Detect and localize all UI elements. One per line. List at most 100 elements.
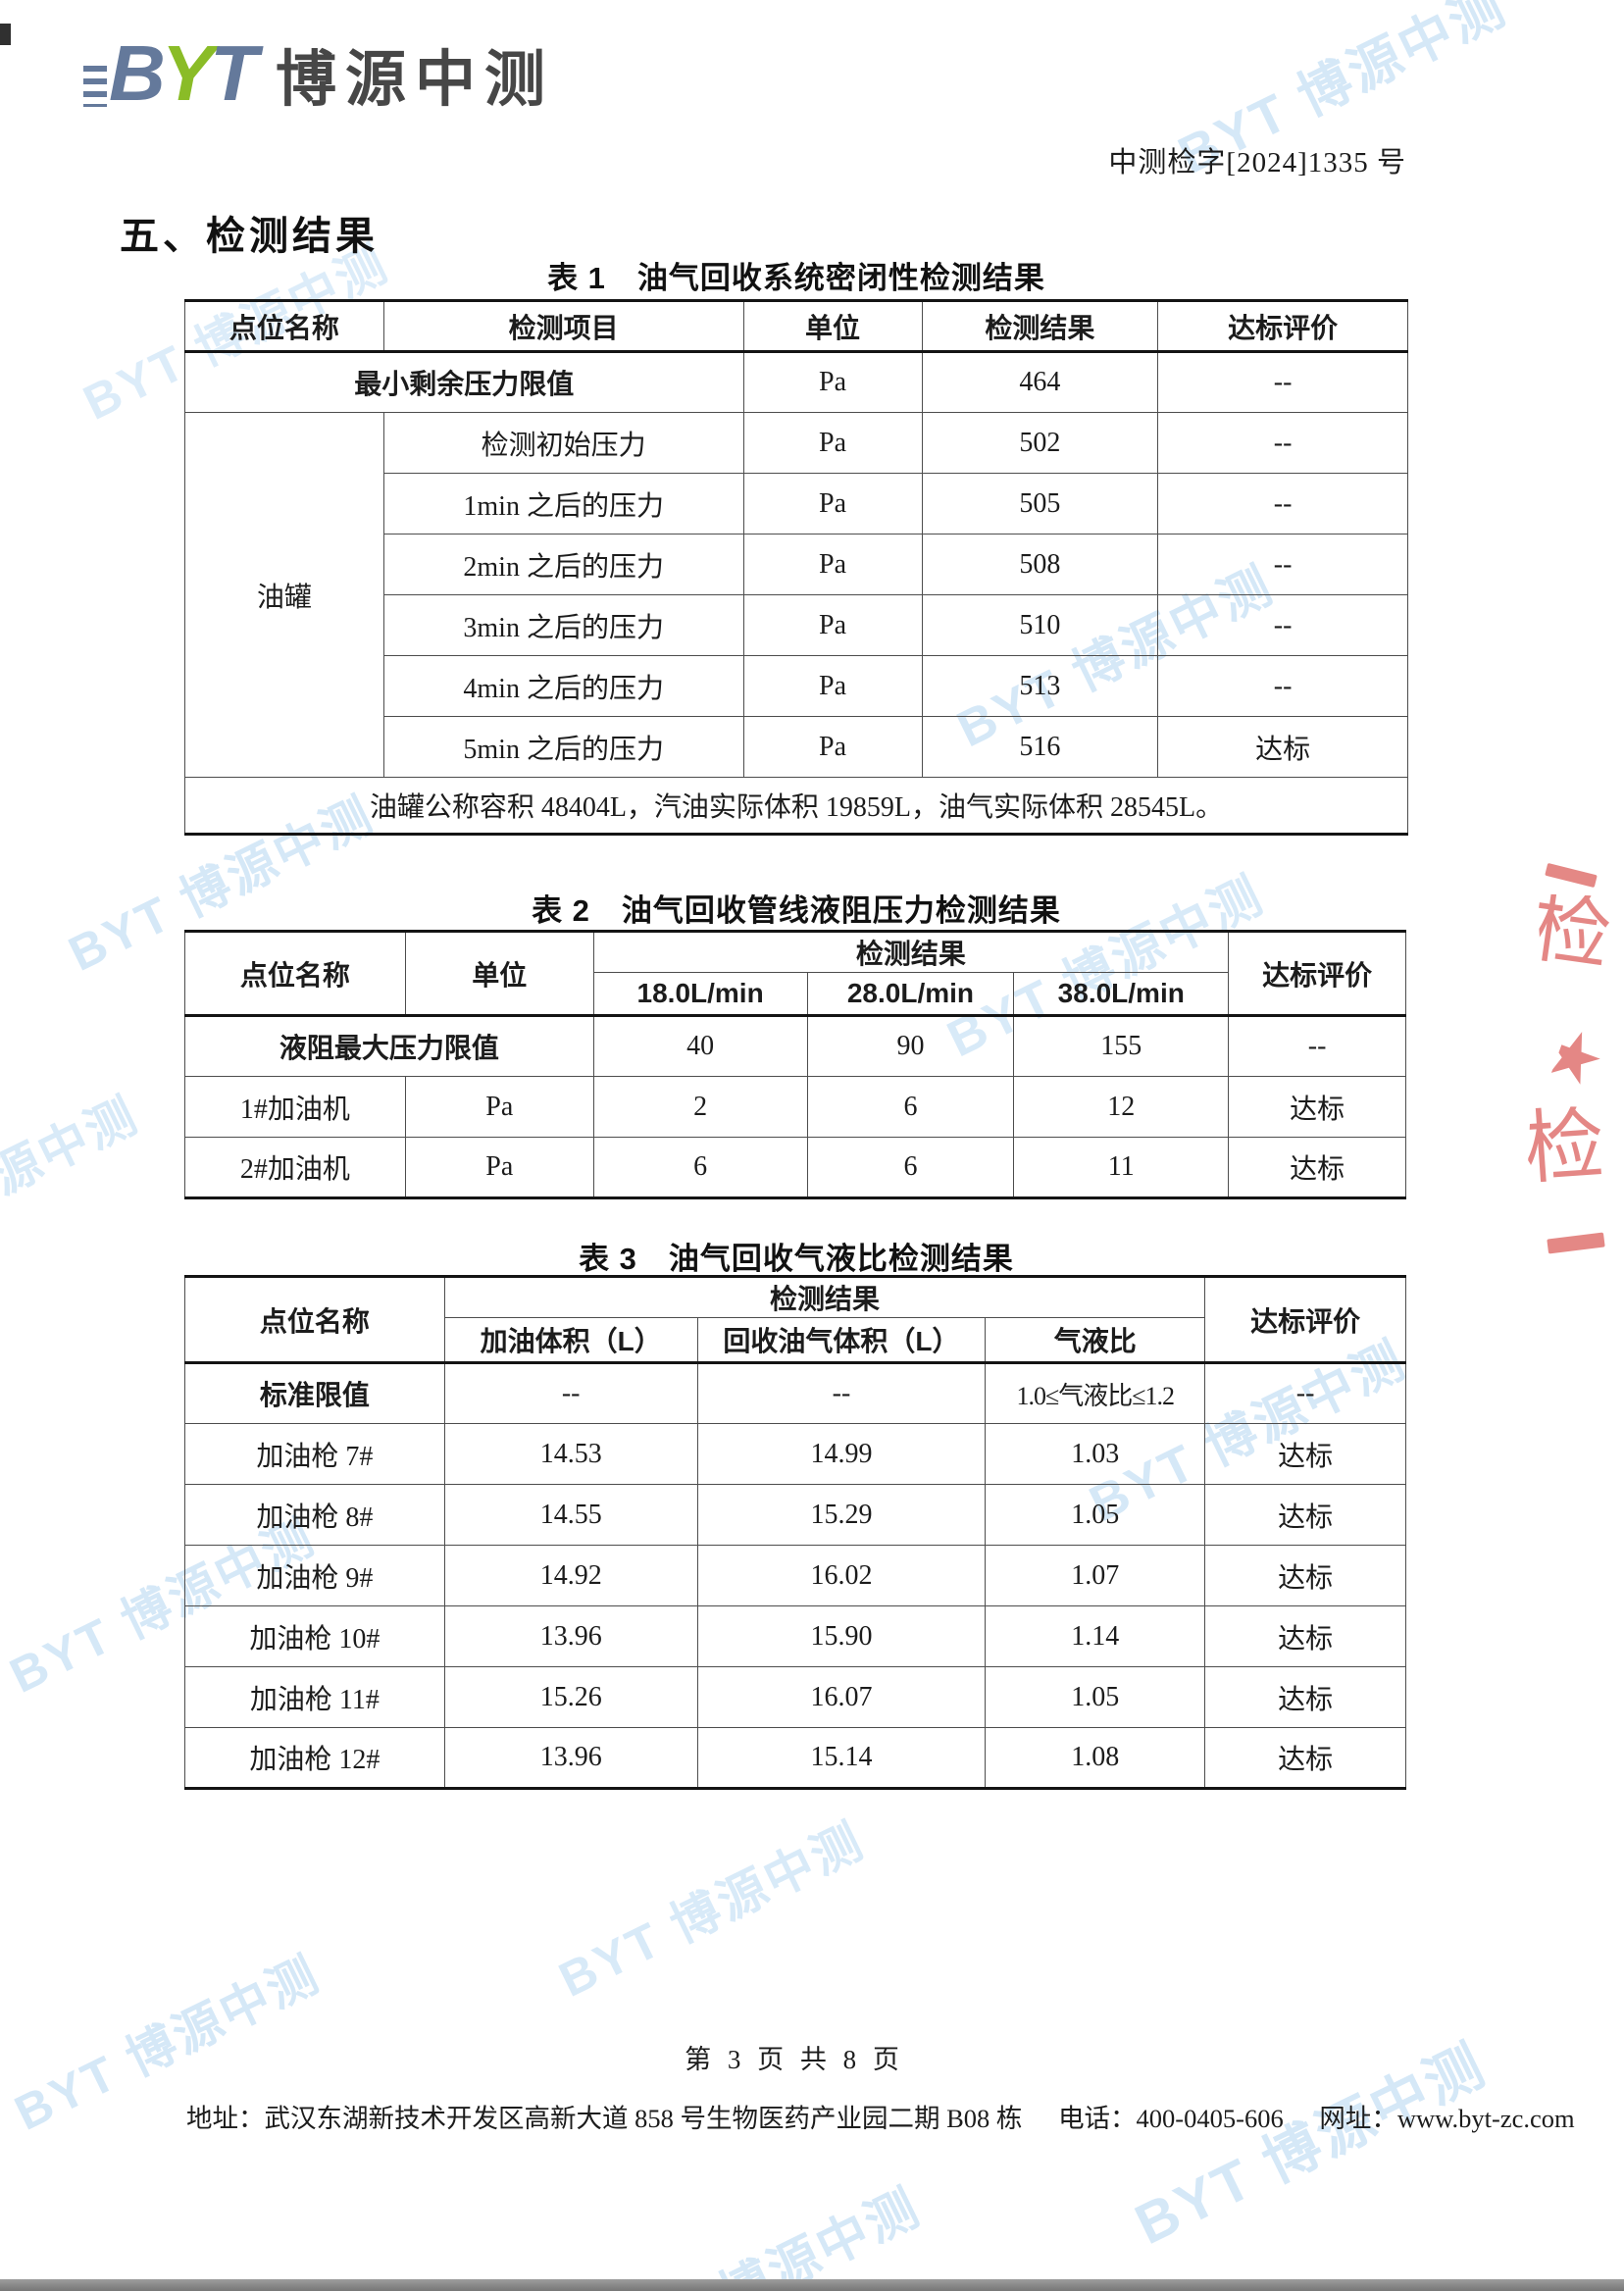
table-cell: 最小剩余压力限值 bbox=[184, 351, 744, 413]
table-cell: -- bbox=[1157, 534, 1408, 595]
table-row: 最小剩余压力限值 Pa 464 -- bbox=[184, 351, 1408, 413]
table-note: 油罐公称容积 48404L，汽油实际体积 19859L，油气实际体积 28545… bbox=[184, 777, 1408, 835]
table-cell: 1.08 bbox=[985, 1727, 1206, 1789]
table-row: 加油枪 8# 14.55 15.29 1.05 达标 bbox=[184, 1484, 1406, 1546]
header-cell: 单位 bbox=[742, 300, 923, 353]
table2-title: 表 2 油气回收管线液阻压力检测结果 bbox=[532, 893, 1061, 928]
seal-bracket-icon bbox=[1547, 1232, 1605, 1254]
table-cell: 达标 bbox=[1228, 1137, 1406, 1198]
table-cell: 15.90 bbox=[696, 1605, 987, 1667]
table-cell: 11 bbox=[1013, 1137, 1230, 1198]
table-cell: 5min 之后的压力 bbox=[382, 716, 744, 778]
table-cell: 4min 之后的压力 bbox=[382, 655, 744, 717]
header-cell: 点位名称 bbox=[184, 1276, 445, 1363]
header-cell: 气液比 bbox=[985, 1317, 1206, 1363]
seal-bracket-icon bbox=[1545, 862, 1598, 889]
table-cell: 464 bbox=[921, 351, 1159, 413]
table-cell: Pa bbox=[742, 351, 923, 413]
table-cell: 液阻最大压力限值 bbox=[184, 1014, 594, 1077]
table-cell: Pa bbox=[742, 473, 923, 535]
table-cell: 达标 bbox=[1228, 1076, 1406, 1138]
table-row: 2#加油机 Pa 6 6 11 达标 bbox=[184, 1137, 1406, 1198]
footer-address: 地址：武汉东湖新技术开发区高新大道 858 号生物医药产业园二期 B08 栋 bbox=[186, 2104, 1023, 2133]
table-cell: 达标 bbox=[1204, 1605, 1406, 1667]
table-cell: 加油枪 9# bbox=[184, 1545, 445, 1606]
table-row: 加油枪 12# 13.96 15.14 1.08 达标 bbox=[184, 1727, 1406, 1789]
table-cell: 加油枪 7# bbox=[184, 1423, 445, 1485]
table-row: 1min 之后的压力 Pa 505 -- bbox=[185, 473, 1408, 535]
table-cell: 油罐 bbox=[184, 412, 384, 778]
header-cell: 达标评价 bbox=[1204, 1276, 1406, 1363]
table-cell: 505 bbox=[921, 473, 1159, 535]
footer-website: 网址：www.byt-zc.com bbox=[1319, 2104, 1575, 2133]
table-cell: Pa bbox=[742, 655, 923, 717]
table-cell: Pa bbox=[742, 716, 923, 778]
table-row: 加油枪 11# 15.26 16.07 1.05 达标 bbox=[184, 1666, 1406, 1728]
table3-title: 表 3 油气回收气液比检测结果 bbox=[579, 1242, 1014, 1276]
table-cell: 6 bbox=[806, 1137, 1015, 1198]
table-cell: 155 bbox=[1013, 1014, 1230, 1077]
footer-contact-line: 地址：武汉东湖新技术开发区高新大道 858 号生物医药产业园二期 B08 栋 电… bbox=[186, 2097, 1604, 2135]
table-cell: 15.26 bbox=[443, 1666, 698, 1728]
table-row: 液阻最大压力限值 40 90 155 -- bbox=[184, 1014, 1406, 1077]
logo-stripes-icon bbox=[83, 66, 107, 107]
header-cell: 28.0L/min bbox=[806, 972, 1015, 1016]
table-cell: 13.96 bbox=[443, 1605, 698, 1667]
seal-star-icon: ★ bbox=[1530, 1011, 1615, 1104]
table-cell: 检测初始压力 bbox=[382, 412, 744, 474]
scan-artifact bbox=[0, 24, 11, 45]
table-cell: 508 bbox=[921, 534, 1159, 595]
red-seal-partial: 检 ★ 检 bbox=[1518, 861, 1624, 1312]
table-row: 4min 之后的压力 Pa 513 -- bbox=[185, 655, 1408, 717]
header-cell: 点位名称 bbox=[184, 300, 384, 353]
table-cell: 6 bbox=[806, 1076, 1015, 1138]
section-title: 五、检测结果 bbox=[120, 215, 379, 258]
table-cell: 16.02 bbox=[696, 1545, 987, 1606]
table-cell: 1.0≤气液比≤1.2 bbox=[985, 1361, 1206, 1424]
table-row: 标准限值 -- -- 1.0≤气液比≤1.2 -- bbox=[184, 1361, 1406, 1424]
table-cell: Pa bbox=[742, 594, 923, 656]
table-cell: 达标 bbox=[1204, 1423, 1406, 1485]
footer-phone: 电话：400-0405-606 bbox=[1058, 2104, 1284, 2133]
header-cell: 38.0L/min bbox=[1013, 972, 1230, 1016]
table-cell: -- bbox=[1157, 655, 1408, 717]
table-cell: 达标 bbox=[1157, 716, 1408, 778]
table1-title: 表 1 油气回收系统密闭性检测结果 bbox=[547, 261, 1045, 295]
table-cell: -- bbox=[1228, 1014, 1406, 1077]
table-cell: Pa bbox=[742, 412, 923, 474]
table-cell: 14.53 bbox=[443, 1423, 698, 1485]
table-cell: 14.99 bbox=[696, 1423, 987, 1485]
table-cell: 1min 之后的压力 bbox=[382, 473, 744, 535]
table-cell: 12 bbox=[1013, 1076, 1230, 1138]
table-cell: -- bbox=[1157, 351, 1408, 413]
scan-edge-bar bbox=[0, 2279, 1624, 2291]
table-note-row: 油罐公称容积 48404L，汽油实际体积 19859L，油气实际体积 28545… bbox=[184, 777, 1408, 835]
table-cell: 90 bbox=[806, 1014, 1015, 1077]
table-cell: 14.92 bbox=[443, 1545, 698, 1606]
table-cell: -- bbox=[1157, 412, 1408, 474]
table-cell: Pa bbox=[404, 1076, 594, 1138]
table-cell: 达标 bbox=[1204, 1484, 1406, 1546]
table-cell: 510 bbox=[921, 594, 1159, 656]
table-row: 加油枪 10# 13.96 15.90 1.14 达标 bbox=[184, 1605, 1406, 1667]
table-row: 2min 之后的压力 Pa 508 -- bbox=[185, 534, 1408, 595]
table-subheader-row: 18.0L/min 28.0L/min 38.0L/min bbox=[185, 972, 1406, 1016]
table-cell: 13.96 bbox=[443, 1727, 698, 1789]
table-cell: 1.03 bbox=[985, 1423, 1206, 1485]
table-cell: -- bbox=[443, 1361, 698, 1424]
table-cell: 1.07 bbox=[985, 1545, 1206, 1606]
seal-char: 检 bbox=[1520, 1099, 1608, 1195]
table-cell: 2#加油机 bbox=[184, 1137, 406, 1198]
table-cell: Pa bbox=[742, 534, 923, 595]
table-cell: 502 bbox=[921, 412, 1159, 474]
table-cell: 达标 bbox=[1204, 1727, 1406, 1789]
table-3-vapor-liquid-ratio-results: 点位名称 检测结果 达标评价 加油体积（L） 回收油气体积（L） 气液比 标准限… bbox=[184, 1275, 1406, 1790]
header-cell: 加油体积（L） bbox=[443, 1317, 698, 1363]
header-cell: 单位 bbox=[404, 931, 594, 1016]
table-cell: 标准限值 bbox=[184, 1361, 445, 1424]
table-cell: -- bbox=[1157, 594, 1408, 656]
table-2-liquid-resistance-results: 点位名称 单位 检测结果 达标评价 18.0L/min 28.0L/min 38… bbox=[184, 930, 1406, 1199]
header-cell: 检测结果 bbox=[592, 931, 1230, 973]
doc-number: 中测检字[2024]1335 号 bbox=[1108, 147, 1406, 178]
